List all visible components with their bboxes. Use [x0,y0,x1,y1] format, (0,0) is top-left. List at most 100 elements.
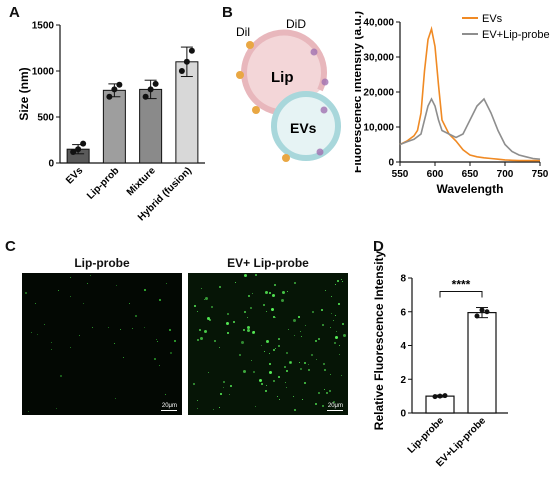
fluorescent-speck [240,340,244,344]
data-point [183,58,190,65]
y-tick-label: 1500 [32,21,55,32]
fluorescent-speck [219,393,222,396]
fluorescent-speck [132,328,134,330]
scale-bar [161,410,177,411]
data-point [484,309,490,315]
fluorescent-speck [337,302,340,305]
fluorescent-speck [330,295,332,297]
chart-b-spectrum: 0 10,000 20,000 30,000 40,000 550 600 650 700 750… [355,11,550,196]
fluorescent-speck [200,287,202,289]
fluorescent-speck [293,409,296,411]
fluorescent-speck [51,349,52,351]
fluorescent-speck [143,289,146,292]
series-line-0 [399,25,540,162]
fluorescent-speck [320,309,323,312]
fluorescent-speck [193,304,196,307]
x-tick-label: 700 [497,169,514,180]
fluorescent-speck [244,274,248,278]
fluorescent-speck [286,369,289,372]
fluorescent-speck [263,350,265,352]
fluorescent-speck [198,328,201,331]
series-line-1 [399,97,541,160]
data-point [432,394,438,400]
fluorescent-speck [279,398,281,400]
fluorescent-speck [287,328,289,330]
fluorescent-speck [273,315,276,318]
fluorescent-speck [301,336,303,337]
fluorescent-speck [312,310,315,313]
fluorescent-speck [247,328,251,332]
fluorescent-speck [268,291,271,294]
fluorescent-speck [252,293,254,295]
fluorescent-speck [272,348,275,351]
fluorescent-speck [212,408,214,410]
fluorescent-speck [294,334,295,336]
bar-2 [139,88,163,164]
data-point [142,93,149,100]
fluorescent-speck [272,380,275,383]
fluorescent-speck [277,395,279,397]
fluorescent-speck [246,325,250,329]
fluorescent-speck [314,340,317,343]
fluorescent-speck [91,326,93,328]
fluorescent-speck [283,365,286,368]
fluorescent-speck [304,325,306,327]
y-axis-title: Fluorescenec intensity (a.u.) [355,11,364,173]
legend-label-0: EVs [482,13,503,25]
fluorescent-speck [249,307,252,310]
fluorescent-speck [204,296,208,300]
fluorescent-speck [213,339,216,342]
micrograph-lip-probe: 20μm [22,273,182,415]
fluorescent-speck [301,398,303,400]
fluorescent-speck [168,329,171,332]
fluorescent-speck [123,357,124,359]
fluorescent-speck [335,283,337,285]
scale-label: 20μm [161,403,177,409]
fluorescent-speck [321,323,324,326]
fluorescent-speck [115,397,117,399]
y-tick-label: 2 [400,375,406,386]
significance-bracket [439,291,483,298]
fluorescent-speck [317,391,320,394]
fluorescent-speck [263,304,266,307]
y-tick-label: 40,000 [363,18,394,29]
fluorescent-speck [134,314,137,317]
fluorescent-speck [326,391,329,394]
fluorescent-speck [311,353,314,356]
data-point [152,80,159,87]
fluorescent-speck [293,318,297,322]
fluorescent-speck [234,281,236,283]
fluorescent-speck [36,334,38,336]
legend-label-1: EV+Lip-probe [482,29,550,41]
fluorescent-speck [274,283,277,286]
fluorescent-speck [129,302,131,304]
fluorescent-speck [278,345,281,348]
bar-1 [102,89,126,164]
fluorescent-speck [260,383,263,386]
fluorescent-speck [222,386,224,388]
fluorescent-speck [90,274,92,276]
fluorescent-speck [321,404,324,407]
fluorescent-speck [155,339,157,340]
y-tick-label: 20,000 [363,88,394,99]
fluorescent-speck [343,334,347,338]
fluorescent-speck [274,347,276,349]
fluorescent-speck [338,345,340,347]
fluorescent-speck [242,328,245,331]
fluorescent-speck [250,359,252,361]
fluorescent-speck [207,372,209,374]
fluorescent-speck [197,407,199,409]
x-tick-label: 750 [532,169,549,180]
data-point [442,393,448,399]
fluorescent-speck [208,318,211,321]
y-tick-label: 0 [48,159,54,170]
diagram-label-dil: Dil [236,25,250,39]
fluorescent-speck [197,338,200,341]
fluorescent-speck [265,291,269,295]
bar-0 [425,395,455,414]
fluorescent-speck [204,330,208,334]
fluorescent-speck [266,310,268,312]
fluorescent-speck [218,407,220,409]
x-tick-label: 550 [392,169,409,180]
